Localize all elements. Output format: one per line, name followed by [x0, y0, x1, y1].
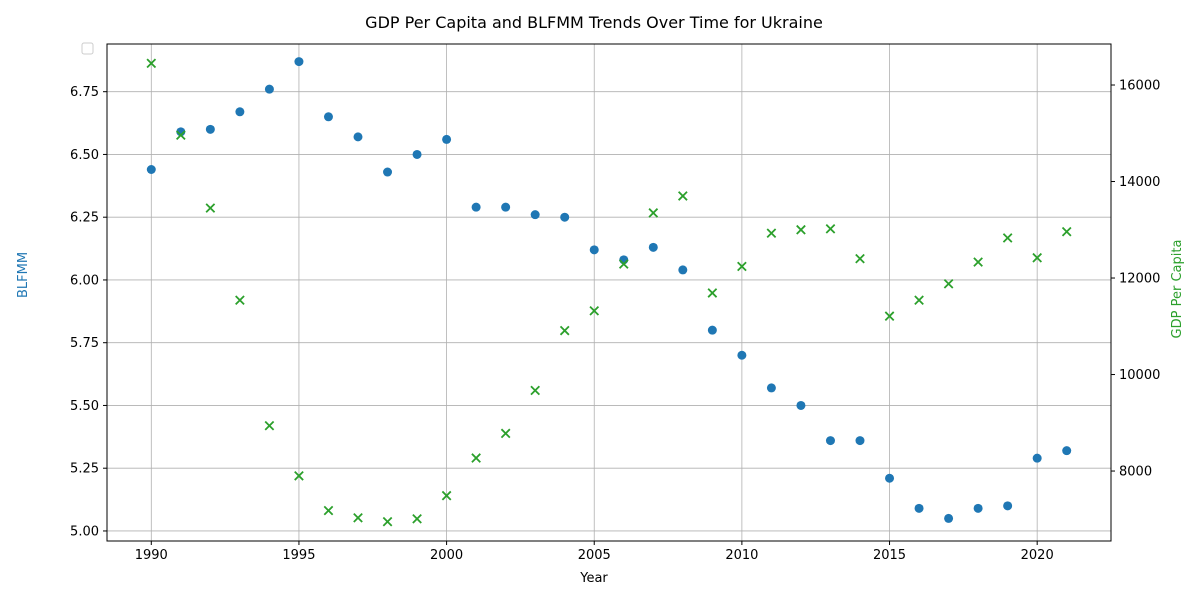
gdp-per-capita-point	[441, 490, 452, 501]
blfmm-point	[205, 124, 215, 134]
gdp-per-capita-point	[914, 295, 924, 306]
y-left-tick-label: 6.50	[70, 148, 99, 163]
gdp-per-capita-point	[884, 311, 895, 321]
blfmm-point	[707, 325, 717, 335]
gdp-per-capita-point	[264, 420, 275, 431]
ticks-layer: 1990 1995 2000 2005 2010 2015 2020 5.00 5.25 5.50…	[70, 79, 1160, 563]
x-tick-label: 1990	[135, 548, 168, 563]
grid-layer	[107, 44, 1111, 541]
gdp-per-capita-point	[589, 305, 600, 316]
marks-layer	[146, 57, 1072, 527]
blfmm-point	[383, 167, 393, 177]
gdp-per-capita-point	[294, 471, 304, 481]
frame-layer	[106, 43, 1112, 542]
gdp-per-capita-point	[1061, 226, 1072, 237]
gdp-per-capita-point	[353, 513, 363, 523]
gdp-per-capita-point	[175, 130, 186, 141]
x-tick-label: 1995	[282, 548, 315, 563]
x-tick-label: 2010	[725, 548, 758, 563]
blfmm-point	[973, 503, 983, 513]
y-axis-right-title: GDP Per Capita	[1170, 240, 1185, 339]
blfmm-point	[264, 84, 274, 94]
gdp-per-capita-point	[825, 223, 836, 234]
gdp-per-capita-point	[766, 228, 777, 238]
blfmm-point	[471, 202, 481, 212]
blfmm-point	[1003, 501, 1013, 511]
blfmm-point	[560, 212, 570, 222]
y-left-tick-label: 5.50	[70, 399, 99, 414]
x-tick-label: 2020	[1021, 548, 1054, 563]
blfmm-point	[1032, 453, 1042, 463]
blfmm-point	[1062, 446, 1072, 456]
blfmm-point	[442, 134, 452, 144]
gdp-per-capita-point	[471, 453, 481, 463]
blfmm-point	[737, 350, 747, 360]
blfmm-point	[353, 132, 363, 142]
gdp-per-capita-point	[382, 516, 393, 527]
gdp-per-capita-point	[855, 253, 865, 264]
gdp-per-capita-point	[559, 325, 570, 336]
gdp-per-capita-point	[796, 224, 806, 235]
blfmm-point	[796, 400, 806, 410]
blfmm-point	[235, 107, 245, 117]
blfmm-point	[648, 242, 658, 252]
gdp-per-capita-point	[530, 385, 541, 396]
blfmm-point	[914, 503, 924, 513]
y-right-tick-label: 8000	[1119, 465, 1152, 480]
blfmm-point	[294, 57, 304, 67]
y-left-tick-label: 6.00	[70, 273, 99, 288]
y-right-tick-label: 16000	[1119, 79, 1160, 94]
blfmm-point	[589, 245, 599, 255]
gdp-per-capita-point	[412, 513, 422, 524]
gdp-per-capita-point	[943, 278, 954, 289]
blfmm-point	[146, 165, 156, 175]
blfmm-point	[825, 436, 835, 446]
y-left-tick-label: 5.25	[70, 462, 99, 477]
blfmm-point	[855, 436, 865, 446]
gdp-per-capita-point	[677, 191, 688, 201]
gdp-per-capita-point	[737, 261, 747, 272]
y-right-tick-label: 14000	[1119, 175, 1160, 190]
plot-frame	[106, 43, 1112, 542]
x-tick-label: 2015	[873, 548, 906, 563]
gdp-per-capita-point	[973, 257, 983, 267]
legend-box	[81, 42, 94, 55]
y-left-tick-label: 6.25	[70, 211, 99, 226]
x-tick-label: 2000	[430, 548, 463, 563]
y-right-tick-label: 12000	[1119, 272, 1160, 287]
gdp-per-capita-point	[648, 208, 659, 218]
blfmm-point	[766, 383, 776, 393]
y-left-tick-label: 5.75	[70, 336, 99, 351]
chart-title: GDP Per Capita and BLFMM Trends Over Tim…	[365, 13, 823, 32]
gdp-per-capita-point	[323, 505, 334, 516]
y-axis-left-title: BLFMM	[16, 252, 31, 298]
y-right-tick-label: 10000	[1119, 368, 1160, 383]
blfmm-point	[885, 473, 895, 483]
gdp-per-capita-point	[707, 288, 718, 298]
blfmm-point	[501, 202, 511, 212]
gdp-per-capita-point	[500, 428, 511, 439]
y-left-tick-label: 5.00	[70, 524, 99, 539]
gdp-per-capita-point	[235, 295, 245, 306]
blfmm-point	[530, 210, 540, 220]
gdp-per-capita-point	[146, 58, 157, 69]
blfmm-point	[944, 513, 954, 523]
gdp-per-capita-point	[1002, 233, 1013, 243]
x-axis-title: Year	[579, 571, 608, 586]
gdp-per-capita-point	[618, 259, 629, 269]
y-left-tick-label: 6.75	[70, 85, 99, 100]
blfmm-point	[678, 265, 688, 275]
gdp-per-capita-point	[205, 203, 216, 213]
gdp-per-capita-point	[1032, 252, 1043, 263]
x-tick-label: 2005	[578, 548, 611, 563]
blfmm-point	[412, 149, 422, 159]
blfmm-point	[323, 112, 333, 122]
